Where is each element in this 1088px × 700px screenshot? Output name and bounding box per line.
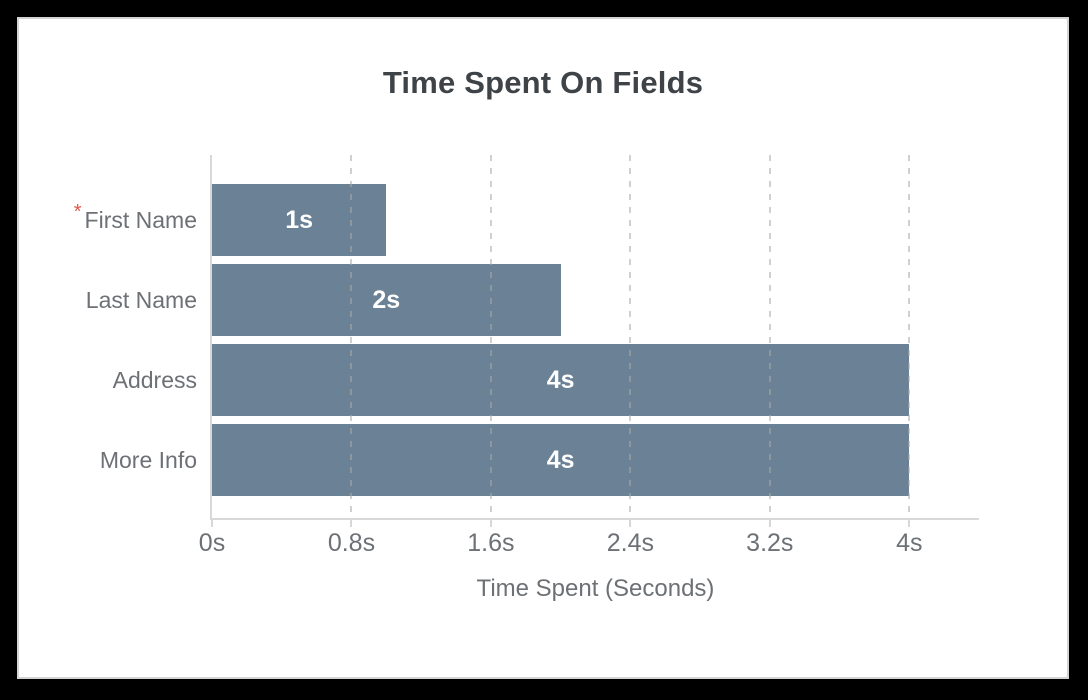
x-tick-mark [768,520,771,527]
category-label-text: Last Name [85,286,197,313]
x-tick-mark [908,520,911,527]
required-marker: * [73,200,82,223]
x-tick-mark [350,520,353,527]
category-label-text: First Name [84,206,197,233]
x-tick-label: 4s [896,529,923,557]
bar[interactable]: 4s [212,344,910,416]
x-axis-title: Time Spent (Seconds) [476,575,715,602]
category-label: Address [113,344,197,416]
bar-row: Last Name 2s [86,264,979,336]
plot-area: * First Name 1s Last Name 2s Address 4s More In… [74,155,979,602]
x-tick-mark [211,520,213,527]
category-label-text: Address [112,366,197,393]
x-tick-label: 2.4s [606,529,654,557]
x-tick-mark [629,520,632,527]
category-label: Last Name [86,264,197,336]
bars-layer: * First Name 1s Last Name 2s Address 4s More In… [74,155,979,518]
x-tick-label: 0s [198,529,226,557]
bar[interactable]: 2s [212,264,561,336]
bar[interactable]: 4s [212,424,910,496]
category-label: * First Name [74,184,197,256]
bar-value-label: 4s [546,445,575,474]
category-label: More Info [100,424,197,496]
x-tick-label: 1.6s [467,529,515,557]
x-tick-label: 3.2s [746,529,794,557]
bar-value-label: 2s [372,285,401,314]
bar-row: More Info 4s [100,424,979,496]
bar[interactable]: 1s [212,184,387,256]
chart-title: Time Spent On Fields [382,65,704,100]
bar-value-label: 1s [285,205,314,234]
chart-panel: Time Spent On Fields * First Name 1s Last N… [17,17,1069,679]
bar-row: Address 4s [113,344,979,416]
bar-row: * First Name 1s [74,184,979,256]
x-tick-label: 0.8s [327,529,376,557]
bar-value-label: 4s [546,365,575,394]
category-label-text: More Info [99,446,197,473]
x-tick-mark [489,520,492,527]
